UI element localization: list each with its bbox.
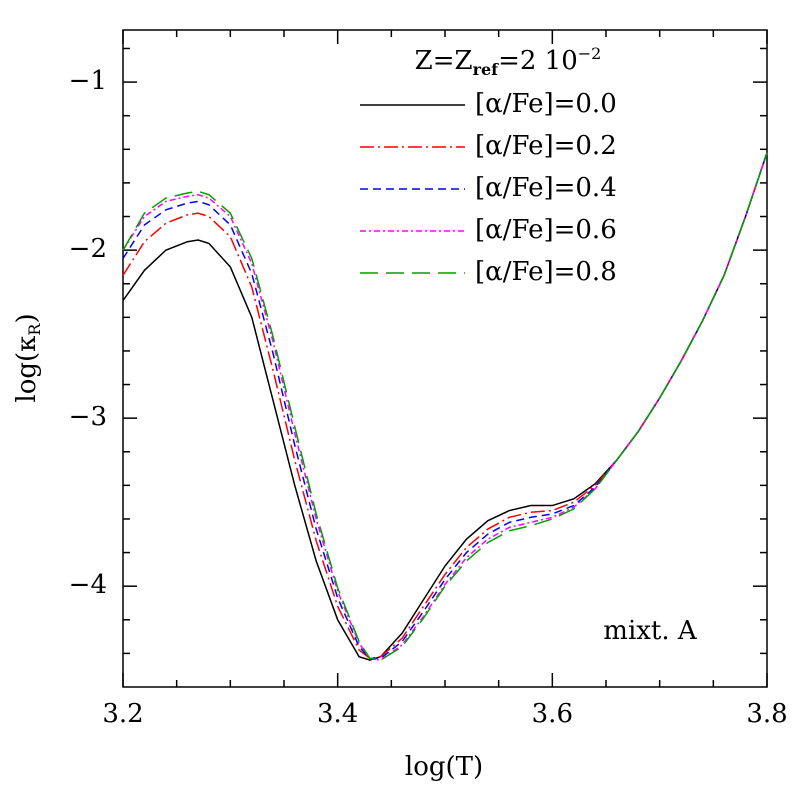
legend-title-mid: =2 10	[498, 46, 578, 76]
series-line	[122, 152, 768, 661]
plot-frame	[122, 29, 768, 688]
x-tick-label: 3.6	[532, 699, 573, 729]
y-label-sub: R	[25, 323, 44, 336]
series-line	[122, 152, 768, 661]
legend-title-main: Z=Z	[415, 46, 473, 76]
y-label-end: )	[12, 313, 42, 323]
x-axis-label: log(T)	[405, 752, 483, 782]
x-tick-label: 3.4	[317, 699, 358, 729]
legend-label: [α/Fe]=0.2	[475, 131, 617, 161]
y-label-main: log(κ	[12, 336, 42, 403]
series-line	[122, 152, 768, 660]
legend-title-sup: −2	[578, 44, 602, 63]
legend-title: Z=Zref=2 10−2	[415, 44, 602, 79]
legend-label: [α/Fe]=0.4	[475, 173, 617, 203]
x-tick-label: 3.8	[746, 699, 787, 729]
series-line	[122, 152, 768, 660]
x-tick-label: 3.2	[102, 699, 143, 729]
legend-label: [α/Fe]=0.8	[475, 257, 617, 287]
y-axis-label: log(κR)	[12, 313, 44, 402]
y-tick-label: −2	[69, 234, 107, 264]
y-tick-label: −4	[69, 570, 107, 600]
y-tick-label: −3	[69, 402, 107, 432]
legend-title-sub: ref	[473, 60, 500, 79]
annotation: mixt. A	[603, 616, 698, 646]
legend-label: [α/Fe]=0.6	[475, 215, 617, 245]
y-tick-label: −1	[69, 66, 107, 96]
legend-label: [α/Fe]=0.0	[475, 89, 617, 119]
